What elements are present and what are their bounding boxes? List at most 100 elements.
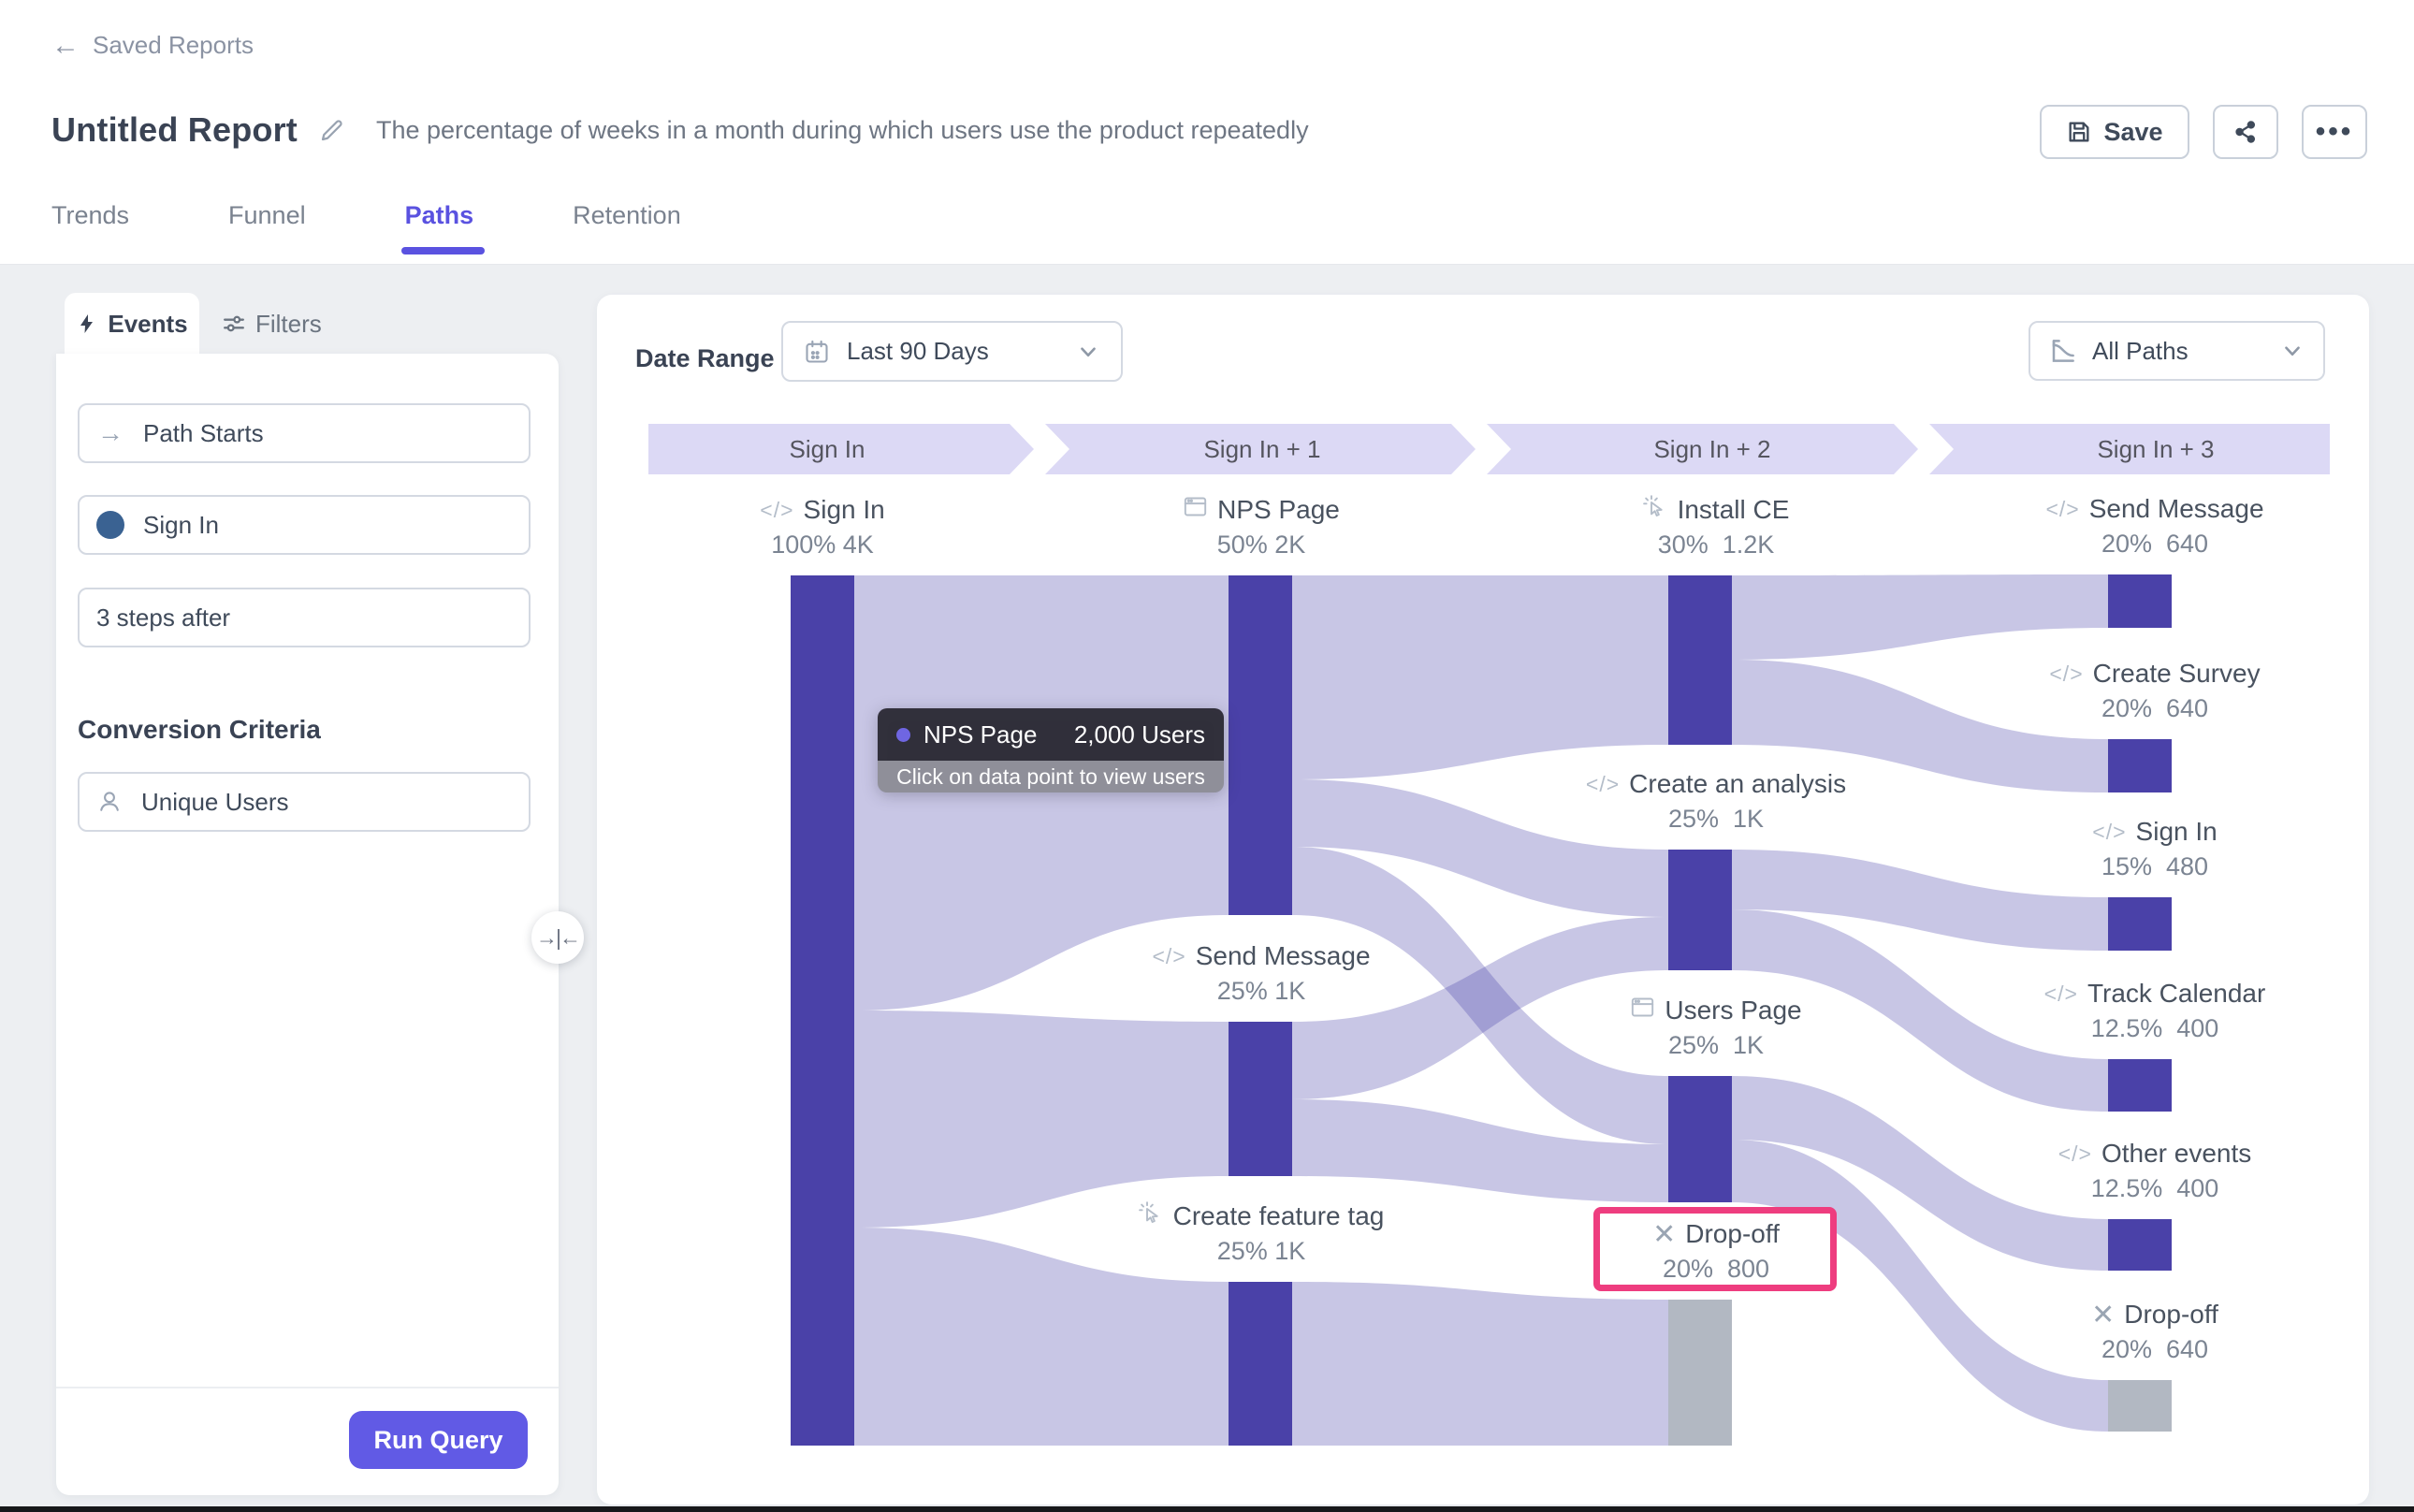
back-to-saved-reports-link[interactable]: ← Saved Reports [51, 31, 254, 60]
node-label-text: Create feature tag [1172, 1201, 1385, 1230]
node-label-c3-analysis[interactable]: </> Create an analysis [1510, 769, 1922, 799]
sankey-node-bar-c4-send[interactable] [2108, 574, 2172, 628]
panel-collapse-handle[interactable]: →|← [531, 911, 584, 964]
sankey-node-bar-c3-analysis[interactable] [1668, 850, 1732, 970]
sankey-node-bar-c4-survey[interactable] [2108, 739, 2172, 792]
node-stat-c4-survey: 20% 640 [2101, 694, 2209, 722]
date-range-value: Last 90 Days [847, 337, 989, 365]
tab-paths[interactable]: Paths [400, 201, 485, 254]
back-link-label: Saved Reports [93, 31, 254, 59]
sankey-flow-c3-install-to-c4-survey[interactable] [1732, 660, 2108, 792]
sankey-flow-c2-nps-to-c3-install[interactable] [1292, 575, 1668, 779]
node-label-c2-cft[interactable]: Create feature tag [1055, 1201, 1467, 1231]
tab-trends[interactable]: Trends [51, 201, 130, 229]
node-stat-c4-dropoff: 20% 640 [2101, 1335, 2209, 1363]
edit-title-pencil-icon[interactable] [318, 116, 346, 144]
sankey-flow-c2-cft-to-c3-dropoff[interactable] [1292, 1282, 1668, 1446]
dropoff-highlight-box [1593, 1207, 1837, 1291]
chevron-down-icon [1081, 346, 1096, 356]
sankey-flow-c1-signin-to-c2-nps[interactable] [854, 575, 1229, 1010]
query-field-sign-in[interactable]: Sign In [78, 495, 531, 555]
node-label-text: Drop-off [1685, 1219, 1780, 1248]
node-label-c4-survey[interactable]: </> Create Survey [1949, 659, 2361, 689]
save-button[interactable]: Save [2040, 105, 2189, 159]
sankey-flow-c3-analysis-to-c4-signin[interactable] [1732, 850, 2108, 951]
sankey-diagram [648, 424, 2330, 1446]
sankey-flow-c3-users-to-c4-other[interactable] [1732, 1076, 2108, 1271]
node-label-text: Track Calendar [2087, 979, 2266, 1008]
node-stat-c4-signin: 15% 480 [2101, 852, 2209, 880]
share-button[interactable] [2213, 105, 2278, 159]
save-floppy-icon [2069, 122, 2089, 142]
sankey-flow-c3-install-to-c4-send[interactable] [1732, 574, 2108, 660]
query-field-path-starts[interactable]: → Path Starts [78, 403, 531, 463]
code-icon: </> [1152, 943, 1186, 968]
sankey-node-bar-c3-dropoff[interactable] [1668, 1300, 1732, 1446]
tooltip-users-value: 2,000 Users [1073, 720, 1205, 749]
node-label-c4-signin[interactable]: </> Sign In [1949, 817, 2361, 847]
date-range-select[interactable]: Last 90 Days [781, 321, 1123, 382]
node-label-c4-dropoff[interactable]: ✕ Drop-off [1949, 1300, 2361, 1330]
sankey-node-bar-c1-signin[interactable] [791, 575, 854, 1446]
sankey-node-bar-c4-other[interactable] [2108, 1219, 2172, 1271]
datapoint-tooltip: NPS Page 2,000 Users Click on data point… [878, 708, 1224, 792]
node-label-c4-other[interactable]: </> Other events [1949, 1139, 2361, 1169]
sankey-flow-c2-send-to-c3-users[interactable] [1292, 1099, 1668, 1202]
tab-events[interactable]: Events [65, 293, 199, 355]
node-label-c4-track[interactable]: </> Track Calendar [1949, 979, 2361, 1009]
sankey-node-bar-c4-dropoff[interactable] [2108, 1380, 2172, 1432]
sankey-node-bar-c4-track[interactable] [2108, 1059, 2172, 1112]
step-band-segment [1487, 424, 1918, 474]
tooltip-event-name: NPS Page [923, 720, 1038, 749]
node-label-c1-signin[interactable]: </> Sign In [617, 495, 1028, 525]
more-options-button[interactable]: ••• [2302, 105, 2367, 159]
chart-card: Date Range Last 90 Days All Paths Sign I… [597, 295, 2369, 1505]
sankey-flow-c2-nps-to-c3-analysis[interactable] [1292, 779, 1668, 917]
ellipsis-icon: ••• [2315, 116, 2354, 147]
tab-retention[interactable]: Retention [573, 201, 681, 229]
lightning-icon [80, 314, 94, 333]
node-stat-c2-cft: 25% 1K [1216, 1237, 1306, 1265]
conversion-criteria-field[interactable]: Unique Users [78, 772, 531, 832]
header-buttons: Save ••• [2040, 105, 2367, 159]
node-stat-c3-analysis: 25% 1K [1667, 805, 1765, 833]
node-label-text: Send Message [2088, 494, 2264, 523]
node-label-c4-send[interactable]: </> Send Message [1949, 494, 2361, 524]
back-arrow-icon: ← [51, 29, 80, 61]
sankey-flow-c2-nps-to-c3-users[interactable] [1292, 847, 1668, 1144]
node-stat-c1-signin: 100% 4K [771, 531, 874, 559]
sankey-flow-c1-signin-to-c2-send[interactable] [854, 1010, 1229, 1228]
paths-filter-select[interactable]: All Paths [2029, 321, 2325, 381]
save-button-label: Save [2103, 117, 2163, 146]
sankey-node-bar-c2-cft[interactable] [1229, 1282, 1292, 1446]
sankey-flow-c3-analysis-to-c4-track[interactable] [1732, 909, 2108, 1112]
paths-filter-value: All Paths [2092, 336, 2189, 365]
run-query-button[interactable]: Run Query [349, 1411, 528, 1469]
sankey-flow-c2-send-to-c3-analysis[interactable] [1292, 917, 1668, 1099]
step-band-segment [648, 424, 1034, 474]
node-label-c3-dropoff[interactable]: ✕ Drop-off [1510, 1219, 1922, 1250]
sankey-node-bar-c2-send[interactable] [1229, 1022, 1292, 1176]
query-field-label: 3 steps after [96, 603, 231, 632]
filters-sliders-icon [224, 315, 244, 332]
sankey-node-bar-c3-install[interactable] [1668, 575, 1732, 745]
node-label-c2-nps[interactable]: NPS Page [1055, 495, 1467, 525]
report-tabs: Trends Funnel Paths Retention [51, 201, 681, 254]
node-label-text: Other events [2101, 1139, 2252, 1168]
sankey-flow-c1-signin-to-c2-cft[interactable] [854, 1228, 1229, 1446]
person-icon [100, 792, 119, 811]
node-label-c3-install[interactable]: Install CE [1510, 495, 1922, 525]
tab-filters[interactable]: Filters [222, 293, 322, 355]
tab-funnel[interactable]: Funnel [228, 201, 306, 229]
code-icon: </> [2058, 1141, 2092, 1166]
node-stat-c3-users: 25% 1K [1667, 1031, 1765, 1059]
collapse-icon: →|← [536, 924, 581, 950]
sankey-node-bar-c4-signin[interactable] [2108, 897, 2172, 951]
sankey-node-bar-c3-users[interactable] [1668, 1076, 1732, 1202]
node-stat-c4-other: 12.5% 400 [2090, 1174, 2219, 1202]
sankey-node-bar-c2-nps[interactable] [1229, 575, 1292, 915]
node-label-c2-send[interactable]: </> Send Message [1055, 941, 1467, 971]
query-field-3-steps-after[interactable]: 3 steps after [78, 588, 531, 647]
node-label-c3-users[interactable]: Users Page [1510, 996, 1922, 1025]
